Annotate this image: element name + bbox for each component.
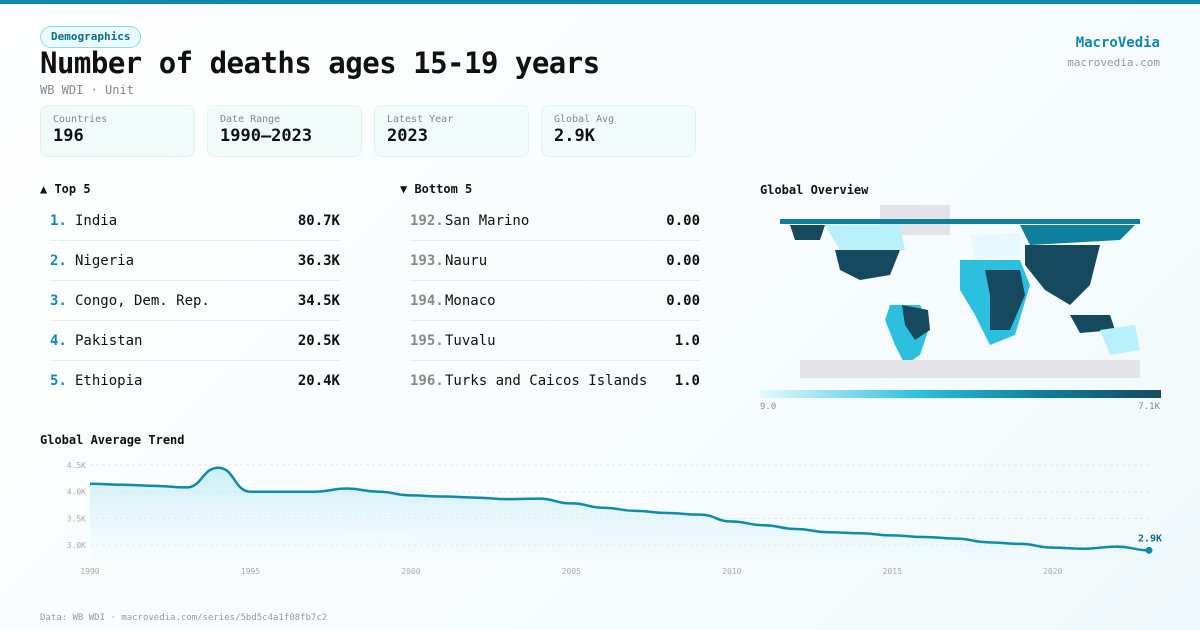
rank-number: 196. bbox=[410, 373, 444, 389]
top-accent-bar bbox=[0, 0, 1200, 4]
page-title: Number of deaths ages 15-19 years bbox=[40, 46, 600, 80]
country-name: Ethiopia bbox=[75, 373, 143, 389]
stat-label: Global Avg bbox=[554, 114, 615, 125]
data-point-2023 bbox=[1145, 546, 1153, 554]
ranking-row[interactable]: 2. Nigeria 36.3K bbox=[50, 241, 340, 281]
map-alaska bbox=[790, 225, 825, 240]
map-asia bbox=[1025, 245, 1100, 305]
page-subtitle: WB WDI · Unit bbox=[40, 83, 134, 97]
country-name: Nigeria bbox=[75, 252, 135, 269]
ranking-row[interactable]: 195. Tuvalu 1.0 bbox=[410, 321, 700, 361]
map-usa-mexico bbox=[835, 250, 900, 280]
map-central-africa bbox=[985, 270, 1025, 330]
x-tick-label: 1995 bbox=[241, 567, 260, 576]
x-tick-label: 2010 bbox=[722, 567, 741, 576]
country-name: Monaco bbox=[445, 292, 496, 309]
stat-card-global-avg: Global Avg 2.9K bbox=[541, 105, 696, 157]
top5-heading: ▲ Top 5 bbox=[40, 182, 91, 196]
ranking-row[interactable]: 192. San Marino 0.00 bbox=[410, 201, 700, 241]
world-map[interactable] bbox=[780, 205, 1165, 380]
country-value: 36.3K bbox=[297, 252, 340, 269]
country-name: Pakistan bbox=[75, 332, 143, 349]
map-arctic-band bbox=[780, 219, 1140, 224]
brand-url[interactable]: macrovedia.com bbox=[1067, 56, 1160, 69]
stat-card-date-range: Date Range 1990–2023 bbox=[207, 105, 362, 157]
country-name: Nauru bbox=[445, 252, 488, 269]
country-value: 80.7K bbox=[297, 212, 340, 229]
country-value: 0.00 bbox=[666, 292, 700, 309]
y-tick-label: 3.0K bbox=[67, 541, 86, 550]
country-name: India bbox=[75, 212, 118, 229]
stat-value: 2023 bbox=[387, 126, 428, 146]
trend-chart-title: Global Average Trend bbox=[40, 433, 185, 447]
map-europe bbox=[970, 233, 1020, 260]
rank-number: 195. bbox=[410, 332, 444, 349]
stat-value: 2.9K bbox=[554, 126, 595, 146]
country-name: Congo, Dem. Rep. bbox=[75, 292, 210, 309]
stat-value: 1990–2023 bbox=[220, 126, 313, 146]
footer-source: Data: WB WDI · macrovedia.com/series/5bd… bbox=[40, 613, 328, 623]
rank-number: 1. bbox=[50, 212, 67, 229]
trend-line bbox=[89, 466, 1150, 552]
country-name: Tuvalu bbox=[445, 332, 496, 349]
stat-value: 196 bbox=[53, 126, 84, 146]
country-value: 1.0 bbox=[674, 373, 700, 389]
country-value: 0.00 bbox=[666, 212, 700, 229]
brand-logo[interactable]: MacroVedia bbox=[1075, 35, 1160, 51]
map-heading: Global Overview bbox=[760, 183, 869, 197]
x-tick-label: 2000 bbox=[401, 567, 420, 576]
country-value: 0.00 bbox=[666, 252, 700, 269]
rank-number: 194. bbox=[410, 292, 444, 309]
map-australia bbox=[1100, 325, 1140, 355]
country-value: 1.0 bbox=[674, 332, 700, 349]
ranking-row[interactable]: 5. Ethiopia 20.4K bbox=[50, 361, 340, 401]
ranking-row[interactable]: 196. Turks and Caicos Islands 1.0 bbox=[410, 361, 700, 401]
stat-label: Countries bbox=[53, 114, 108, 125]
ranking-row[interactable]: 194. Monaco 0.00 bbox=[410, 281, 700, 321]
map-brazil bbox=[902, 305, 930, 340]
last-value-label: 2.9K bbox=[1138, 533, 1162, 544]
rank-number: 192. bbox=[410, 212, 444, 229]
y-tick-label: 3.5K bbox=[67, 514, 86, 523]
map-antarctica bbox=[800, 360, 1140, 378]
map-canada bbox=[825, 225, 905, 250]
y-tick-label: 4.5K bbox=[67, 461, 86, 470]
x-tick-label: 2005 bbox=[562, 567, 581, 576]
rank-number: 4. bbox=[50, 332, 67, 349]
country-value: 20.5K bbox=[297, 332, 340, 349]
trend-chart[interactable]: 4.5K 4.0K 3.5K 3.0K 1990 1995 2000 2005 2010 2015… bbox=[0, 450, 1200, 585]
country-value: 20.4K bbox=[297, 373, 340, 389]
stat-label: Date Range bbox=[220, 114, 281, 125]
map-russia bbox=[1020, 225, 1135, 245]
x-tick-label: 2020 bbox=[1043, 567, 1062, 576]
ranking-row[interactable]: 193. Nauru 0.00 bbox=[410, 241, 700, 281]
map-indonesia bbox=[1070, 315, 1115, 333]
map-color-legend bbox=[760, 390, 1161, 398]
rank-number: 5. bbox=[50, 373, 67, 389]
x-tick-label: 2015 bbox=[883, 567, 902, 576]
ranking-row[interactable]: 3. Congo, Dem. Rep. 34.5K bbox=[50, 281, 340, 321]
stat-card-countries: Countries 196 bbox=[40, 105, 195, 157]
legend-max: 7.1K bbox=[1138, 402, 1160, 412]
country-name: San Marino bbox=[445, 212, 530, 229]
category-badge[interactable]: Demographics bbox=[40, 26, 142, 48]
rank-number: 193. bbox=[410, 252, 444, 269]
trend-area bbox=[90, 467, 1149, 560]
stat-label: Latest Year bbox=[387, 114, 454, 125]
legend-min: 9.0 bbox=[760, 402, 777, 412]
rank-number: 2. bbox=[50, 252, 67, 269]
country-name: Turks and Caicos Islands bbox=[445, 373, 648, 389]
country-value: 34.5K bbox=[297, 292, 340, 309]
ranking-row[interactable]: 1. India 80.7K bbox=[50, 201, 340, 241]
x-tick-label: 1990 bbox=[80, 567, 99, 576]
ranking-row[interactable]: 4. Pakistan 20.5K bbox=[50, 321, 340, 361]
stat-card-latest-year: Latest Year 2023 bbox=[374, 105, 529, 157]
bottom5-heading: ▼ Bottom 5 bbox=[400, 182, 473, 196]
rank-number: 3. bbox=[50, 292, 67, 309]
y-tick-label: 4.0K bbox=[67, 488, 86, 497]
